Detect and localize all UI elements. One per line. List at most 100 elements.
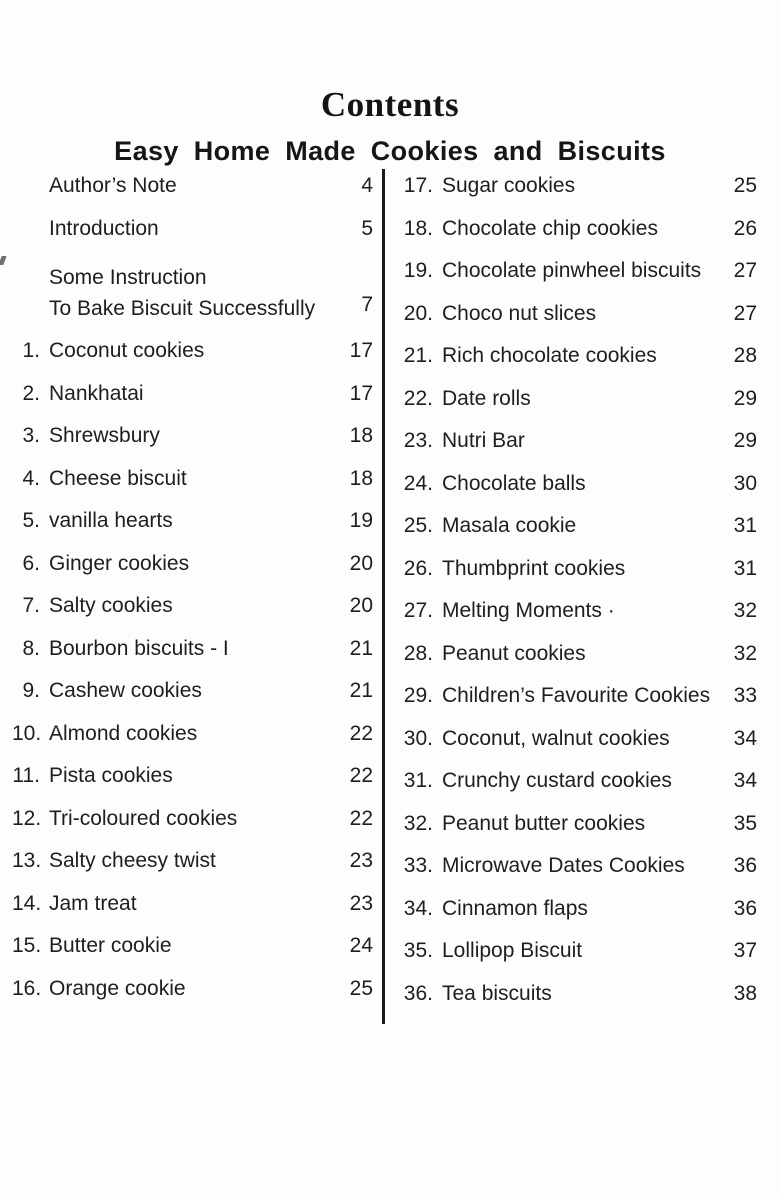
entry-page-number: 24 [349, 934, 373, 957]
entry-page-number: 22 [349, 806, 373, 830]
toc-entry: 13. Salty cheesy twist 23 [12, 849, 373, 892]
entry-page-number: 18 [349, 424, 373, 447]
toc-entry: 7. Salty cookies 20 [12, 594, 373, 637]
entry-page-number: 29 [733, 429, 757, 452]
entry-page-number: 33 [733, 684, 757, 707]
entry-number: 21. [403, 344, 433, 367]
entry-page-number: 27 [733, 259, 757, 282]
entry-title: Butter cookie [49, 934, 172, 957]
entry-number: 16. [12, 976, 42, 1000]
toc-entry: 21. Rich chocolate cookies 28 [399, 344, 757, 387]
entry-number: 4. [22, 466, 40, 490]
toc-entry: 30. Coconut, walnut cookies 34 [399, 727, 757, 770]
toc-entry: 1. Coconut cookies 17 [12, 339, 373, 382]
toc-entry: 10. Almond cookies 22 [12, 722, 373, 765]
entry-number: 19. [403, 259, 433, 282]
entry-title: Melting Moments · [442, 599, 615, 622]
entry-number: 6. [22, 551, 40, 575]
entry-title: vanilla hearts [49, 509, 173, 532]
entry-page-number: 35 [733, 811, 757, 835]
entry-title: Ginger cookies [49, 551, 190, 575]
entry-number: 7. [22, 594, 40, 617]
entry-title: Date rolls [442, 386, 531, 410]
entry-number: 8. [22, 636, 40, 660]
entry-page-number: 22 [349, 764, 373, 787]
entry-title: Coconut cookies [49, 339, 205, 362]
entry-number: 18. [403, 216, 433, 240]
toc-entry: 27. Melting Moments · 32 [399, 599, 757, 642]
entry-number: 11. [12, 764, 40, 787]
entry-title: Bourbon biscuits - I [49, 636, 229, 660]
entry-page-number: 30 [733, 471, 757, 495]
entry-title: Cheese biscuit [49, 466, 187, 490]
entry-title: Tri-coloured cookies [49, 806, 238, 830]
toc-entry: 25. Masala cookie 31 [399, 514, 757, 557]
entry-number: 3. [22, 424, 40, 447]
entry-number: 34. [403, 896, 433, 920]
toc-front-matter-entry: Introduction 5 [12, 217, 373, 262]
entry-title: Chocolate chip cookies [442, 216, 658, 240]
toc-entry: 24. Chocolate balls 30 [399, 472, 757, 515]
entry-number: 15. [12, 934, 42, 957]
entry-page-number: 4 [361, 174, 373, 197]
toc-entry: 16. Orange cookie 25 [12, 977, 373, 1020]
entry-title: Introduction [49, 217, 159, 240]
entry-title: Some Instruction To Bake Biscuit Successf… [49, 266, 316, 320]
entry-number: 17. [403, 174, 433, 197]
entry-number: 1. [22, 339, 40, 362]
entry-number: 20. [403, 301, 433, 325]
entry-title: Microwave Dates Cookies [442, 854, 685, 877]
entry-page-number: 29 [733, 386, 757, 410]
entry-title: Cinnamon flaps [442, 896, 588, 920]
entry-page-number: 25 [349, 976, 373, 1000]
entry-number: 32. [403, 811, 433, 835]
entry-page-number: 28 [733, 344, 757, 367]
entry-title: Rich chocolate cookies [442, 344, 657, 367]
entry-page-number: 17 [349, 339, 373, 362]
entry-page-number: 36 [733, 854, 757, 877]
contents-page: Contents Easy Home Made Cookies and Bisc… [0, 86, 780, 1194]
entry-title: Peanut butter cookies [442, 811, 646, 835]
toc-entry: 35. Lollipop Biscuit 37 [399, 939, 757, 982]
entry-number: 13. [12, 849, 42, 872]
toc-entry: 11. Pista cookies 22 [12, 764, 373, 807]
entry-title: Chocolate balls [442, 471, 586, 495]
entry-page-number: 34 [733, 769, 757, 792]
toc-entry: 9. Cashew cookies 21 [12, 679, 373, 722]
toc-entry: 28. Peanut cookies 32 [399, 642, 757, 685]
toc-entry: 8. Bourbon biscuits - I 21 [12, 637, 373, 680]
entry-number: 36. [403, 981, 433, 1005]
toc-entry: 33. Microwave Dates Cookies 36 [399, 854, 757, 897]
entry-number: 9. [22, 679, 40, 702]
entry-page-number: 26 [733, 216, 757, 240]
toc-front-matter-entry: Some Instruction To Bake Biscuit Successf… [12, 262, 373, 339]
entry-number: 30. [403, 726, 433, 750]
toc-entry: 29. Children’s Favourite Cookies 33 [399, 684, 757, 727]
entry-page-number: 23 [349, 849, 373, 872]
entry-number: 31. [403, 769, 433, 792]
entry-number: 23. [403, 429, 433, 452]
entry-page-number: 27 [733, 301, 757, 325]
toc-entry: 34. Cinnamon flaps 36 [399, 897, 757, 940]
toc-left-column: Author’s Note 4 Introduction 5 Some Instruct… [0, 169, 382, 1024]
entry-number: 5. [22, 509, 40, 532]
entry-page-number: 34 [733, 726, 757, 750]
entry-number: 26. [403, 556, 433, 580]
column-divider-rule [382, 169, 385, 1024]
toc-entry: 19. Chocolate pinwheel biscuits 27 [399, 259, 757, 302]
entry-page-number: 25 [733, 174, 757, 197]
entry-title: Choco nut slices [442, 301, 597, 325]
entry-number: 10. [12, 721, 42, 745]
entry-number: 14. [12, 891, 42, 915]
entry-page-number: 20 [349, 551, 373, 575]
toc-entry: 36. Tea biscuits 38 [399, 982, 757, 1025]
entry-title: Children’s Favourite Cookies [442, 684, 711, 707]
entry-title: Salty cheesy twist [49, 849, 216, 872]
toc-entry: 31. Crunchy custard cookies 34 [399, 769, 757, 812]
toc-entry: 6. Ginger cookies 20 [12, 552, 373, 595]
entry-title: Author’s Note [49, 174, 177, 197]
entry-title: Thumbprint cookies [442, 556, 626, 580]
entry-title: Crunchy custard cookies [442, 769, 672, 792]
toc-entry: 26. Thumbprint cookies 31 [399, 557, 757, 600]
entry-title: Orange cookie [49, 976, 186, 1000]
